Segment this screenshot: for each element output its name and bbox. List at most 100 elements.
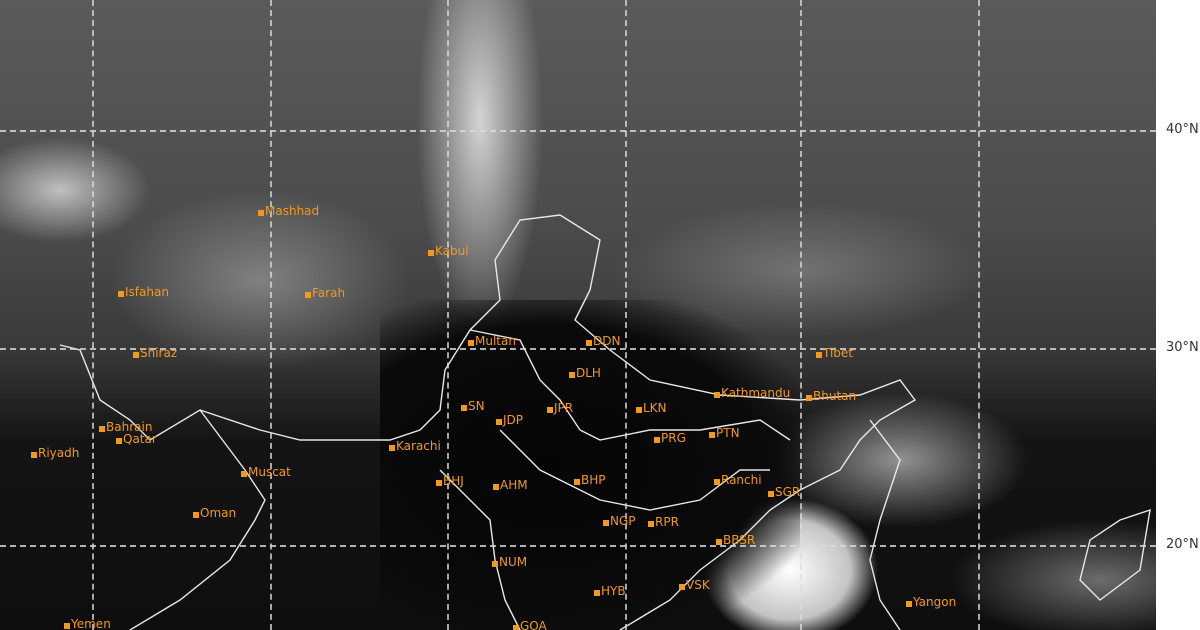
city-name: BHP bbox=[581, 473, 606, 487]
city-name: GOA bbox=[520, 619, 547, 630]
city-name: Tibet bbox=[823, 346, 853, 360]
city-marker-icon bbox=[468, 340, 474, 346]
city-name: Bhutan bbox=[813, 389, 857, 403]
city-label: BHP bbox=[574, 474, 606, 486]
city-name: Multan bbox=[475, 334, 516, 348]
city-name: RPR bbox=[655, 515, 679, 529]
latitude-label-30n: 30°N bbox=[1166, 340, 1199, 355]
city-label: RPR bbox=[648, 516, 679, 528]
city-label: NGP bbox=[603, 515, 636, 527]
city-marker-icon bbox=[603, 520, 609, 526]
city-name: NUM bbox=[499, 555, 528, 569]
city-label: SGR bbox=[768, 486, 800, 498]
city-marker-icon bbox=[806, 395, 812, 401]
city-marker-icon bbox=[461, 405, 467, 411]
city-label: Ranchi bbox=[714, 474, 762, 486]
city-name: HYB bbox=[601, 584, 626, 598]
satellite-image: Mashhad Kabul Isfahan Farah Shiraz Multa… bbox=[0, 0, 1156, 630]
city-label: LKN bbox=[636, 402, 667, 414]
city-marker-icon bbox=[679, 584, 685, 590]
city-name: Shiraz bbox=[140, 346, 178, 360]
city-marker-icon bbox=[716, 539, 722, 545]
city-name: Yemen bbox=[71, 617, 111, 630]
latitude-label-20n: 20°N bbox=[1166, 537, 1199, 552]
gridline-40n bbox=[0, 130, 1156, 132]
gridline-meridian bbox=[625, 0, 627, 630]
latitude-label-40n: 40°N bbox=[1166, 122, 1199, 137]
city-name: Riyadh bbox=[38, 446, 80, 460]
city-marker-icon bbox=[492, 561, 498, 567]
city-label: Tibet bbox=[816, 347, 853, 359]
city-label: Oman bbox=[193, 507, 236, 519]
city-label: Isfahan bbox=[118, 286, 169, 298]
city-label: Kathmandu bbox=[714, 387, 790, 399]
city-name: Ranchi bbox=[721, 473, 762, 487]
city-name: BBSR bbox=[723, 533, 756, 547]
gridline-20n bbox=[0, 545, 1156, 547]
city-name: Mashhad bbox=[265, 204, 320, 218]
city-label: JDP bbox=[496, 414, 523, 426]
city-label: GOA bbox=[513, 620, 547, 630]
city-marker-icon bbox=[586, 340, 592, 346]
city-marker-icon bbox=[493, 484, 499, 490]
city-label: Yemen bbox=[64, 618, 111, 630]
city-label: Kabul bbox=[428, 245, 469, 257]
city-marker-icon bbox=[428, 250, 434, 256]
city-marker-icon bbox=[133, 352, 139, 358]
city-marker-icon bbox=[594, 590, 600, 596]
city-marker-icon bbox=[654, 437, 660, 443]
city-label: Bhutan bbox=[806, 390, 856, 402]
city-marker-icon bbox=[714, 392, 720, 398]
gridline-meridian bbox=[800, 0, 802, 630]
city-label: BBSR bbox=[716, 534, 755, 546]
city-label: Riyadh bbox=[31, 447, 79, 459]
city-marker-icon bbox=[569, 372, 575, 378]
country-borders bbox=[59, 214, 1151, 630]
city-label: Karachi bbox=[389, 440, 441, 452]
city-name: SGR bbox=[775, 485, 801, 499]
city-label: SN bbox=[461, 400, 485, 412]
gridline-meridian bbox=[447, 0, 449, 630]
city-name: VSK bbox=[686, 578, 710, 592]
city-marker-icon bbox=[389, 445, 395, 451]
city-name: BHJ bbox=[443, 474, 464, 488]
city-name: Qatar bbox=[123, 432, 157, 446]
gridline-meridian bbox=[92, 0, 94, 630]
city-label: AHM bbox=[493, 479, 528, 491]
city-marker-icon bbox=[709, 432, 715, 438]
city-marker-icon bbox=[496, 419, 502, 425]
gridline-meridian bbox=[270, 0, 272, 630]
city-name: Bahrain bbox=[106, 420, 153, 434]
city-marker-icon bbox=[258, 210, 264, 216]
city-label: DLH bbox=[569, 367, 601, 379]
city-name: Kabul bbox=[435, 244, 469, 258]
city-marker-icon bbox=[574, 479, 580, 485]
city-label: HYB bbox=[594, 585, 626, 597]
city-name: LKN bbox=[643, 401, 667, 415]
city-label: Multan bbox=[468, 335, 516, 347]
city-marker-icon bbox=[31, 452, 37, 458]
city-marker-icon bbox=[906, 601, 912, 607]
city-name: Isfahan bbox=[125, 285, 169, 299]
city-name: NGP bbox=[610, 514, 636, 528]
city-marker-icon bbox=[305, 292, 311, 298]
city-label: Qatar bbox=[116, 433, 157, 445]
city-marker-icon bbox=[241, 471, 247, 477]
city-marker-icon bbox=[816, 352, 822, 358]
city-name: Oman bbox=[200, 506, 237, 520]
city-label: JPR bbox=[547, 402, 573, 414]
city-name: Yangon bbox=[913, 595, 957, 609]
city-marker-icon bbox=[513, 625, 519, 630]
city-name: DLH bbox=[576, 366, 601, 380]
city-marker-icon bbox=[193, 512, 199, 518]
city-label: VSK bbox=[679, 579, 710, 591]
city-marker-icon bbox=[116, 438, 122, 444]
city-marker-icon bbox=[64, 623, 70, 629]
city-marker-icon bbox=[99, 426, 105, 432]
city-label: Muscat bbox=[241, 466, 291, 478]
city-marker-icon bbox=[118, 291, 124, 297]
city-name: AHM bbox=[500, 478, 528, 492]
city-marker-icon bbox=[768, 491, 774, 497]
city-label: BHJ bbox=[436, 475, 464, 487]
city-name: JDP bbox=[503, 413, 524, 427]
